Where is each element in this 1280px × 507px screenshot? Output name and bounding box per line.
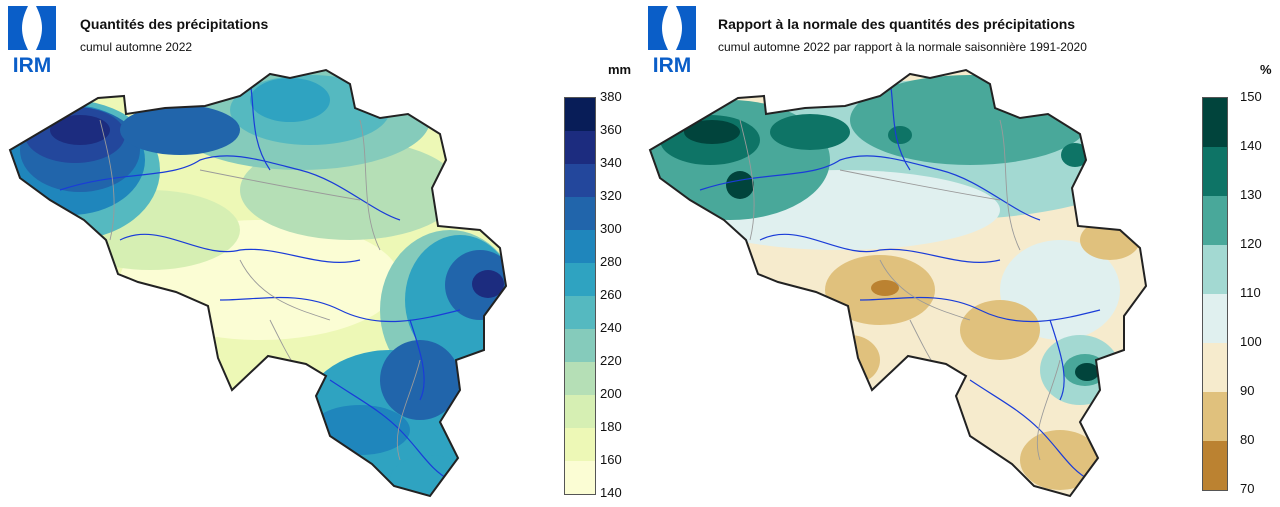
legend-swatch bbox=[1203, 392, 1227, 441]
map-title: Rapport à la normale des quantités des p… bbox=[718, 16, 1076, 32]
legend-unit: mm bbox=[608, 62, 632, 77]
legend-tick-label: 160 bbox=[600, 452, 622, 467]
legend-tick-label: 100 bbox=[1240, 334, 1262, 349]
legend-swatch bbox=[1203, 245, 1227, 294]
legend-swatch bbox=[565, 98, 595, 131]
legend-swatch bbox=[565, 230, 595, 263]
legend-swatch bbox=[565, 362, 595, 395]
legend-swatch bbox=[1203, 294, 1227, 343]
legend-swatch bbox=[565, 263, 595, 296]
legend-swatch bbox=[565, 428, 595, 461]
ratio-panel: IRM Rapport à la normale des quantités d… bbox=[640, 0, 1280, 507]
irm-logo: IRM bbox=[6, 4, 58, 77]
legend-tick-label: 280 bbox=[600, 254, 622, 269]
legend-tick-label: 110 bbox=[1240, 285, 1261, 300]
legend-tick-label: 80 bbox=[1240, 432, 1255, 447]
map-subtitle: cumul automne 2022 bbox=[80, 40, 193, 54]
legend-swatch bbox=[565, 197, 595, 230]
legend-tick-label: 340 bbox=[600, 155, 622, 170]
legend-swatch bbox=[565, 164, 595, 197]
legend-swatch bbox=[565, 329, 595, 362]
map-title: Quantités des précipitations bbox=[80, 16, 269, 32]
logo-text: IRM bbox=[12, 54, 52, 77]
legend-swatch bbox=[1203, 343, 1227, 392]
belgium-ratio-map bbox=[649, 69, 1147, 497]
legend-tick-label: 360 bbox=[600, 122, 622, 137]
legend-tick-label: 90 bbox=[1240, 383, 1255, 398]
legend-tick-label: 200 bbox=[600, 386, 622, 401]
legend-tick-label: 380 bbox=[600, 89, 622, 104]
legend-tick-label: 240 bbox=[600, 320, 622, 335]
legend-tick-label: 130 bbox=[1240, 187, 1262, 202]
legend-swatch bbox=[565, 296, 595, 329]
map-subtitle: cumul automne 2022 par rapport à la norm… bbox=[718, 40, 1087, 54]
legend-tick-label: 220 bbox=[600, 353, 622, 368]
legend-tick-label: 180 bbox=[600, 419, 622, 434]
legend-swatch bbox=[1203, 98, 1227, 147]
legend-tick-label: 140 bbox=[600, 485, 622, 500]
legend-swatch bbox=[1203, 196, 1227, 245]
belgium-precipitation-map bbox=[9, 69, 507, 497]
irm-logo: IRM bbox=[646, 4, 698, 77]
legend-swatch bbox=[1203, 441, 1227, 490]
color-legend bbox=[1202, 97, 1228, 491]
legend-swatch bbox=[1203, 147, 1227, 196]
legend-tick-label: 140 bbox=[1240, 138, 1262, 153]
legend-tick-label: 70 bbox=[1240, 481, 1255, 496]
precipitation-panel: IRM Quantités des précipitations cumul a… bbox=[6, 4, 632, 500]
legend-tick-label: 150 bbox=[1240, 89, 1262, 104]
legend-tick-label: 120 bbox=[1240, 236, 1262, 251]
legend-swatch bbox=[565, 131, 595, 164]
logo-text: IRM bbox=[652, 54, 692, 77]
legend-unit: % bbox=[1260, 62, 1272, 77]
legend-tick-label: 260 bbox=[600, 287, 622, 302]
legend-tick-label: 320 bbox=[600, 188, 622, 203]
legend-swatch bbox=[565, 461, 595, 494]
color-legend bbox=[564, 97, 596, 495]
legend-swatch bbox=[565, 395, 595, 428]
legend-tick-label: 300 bbox=[600, 221, 622, 236]
